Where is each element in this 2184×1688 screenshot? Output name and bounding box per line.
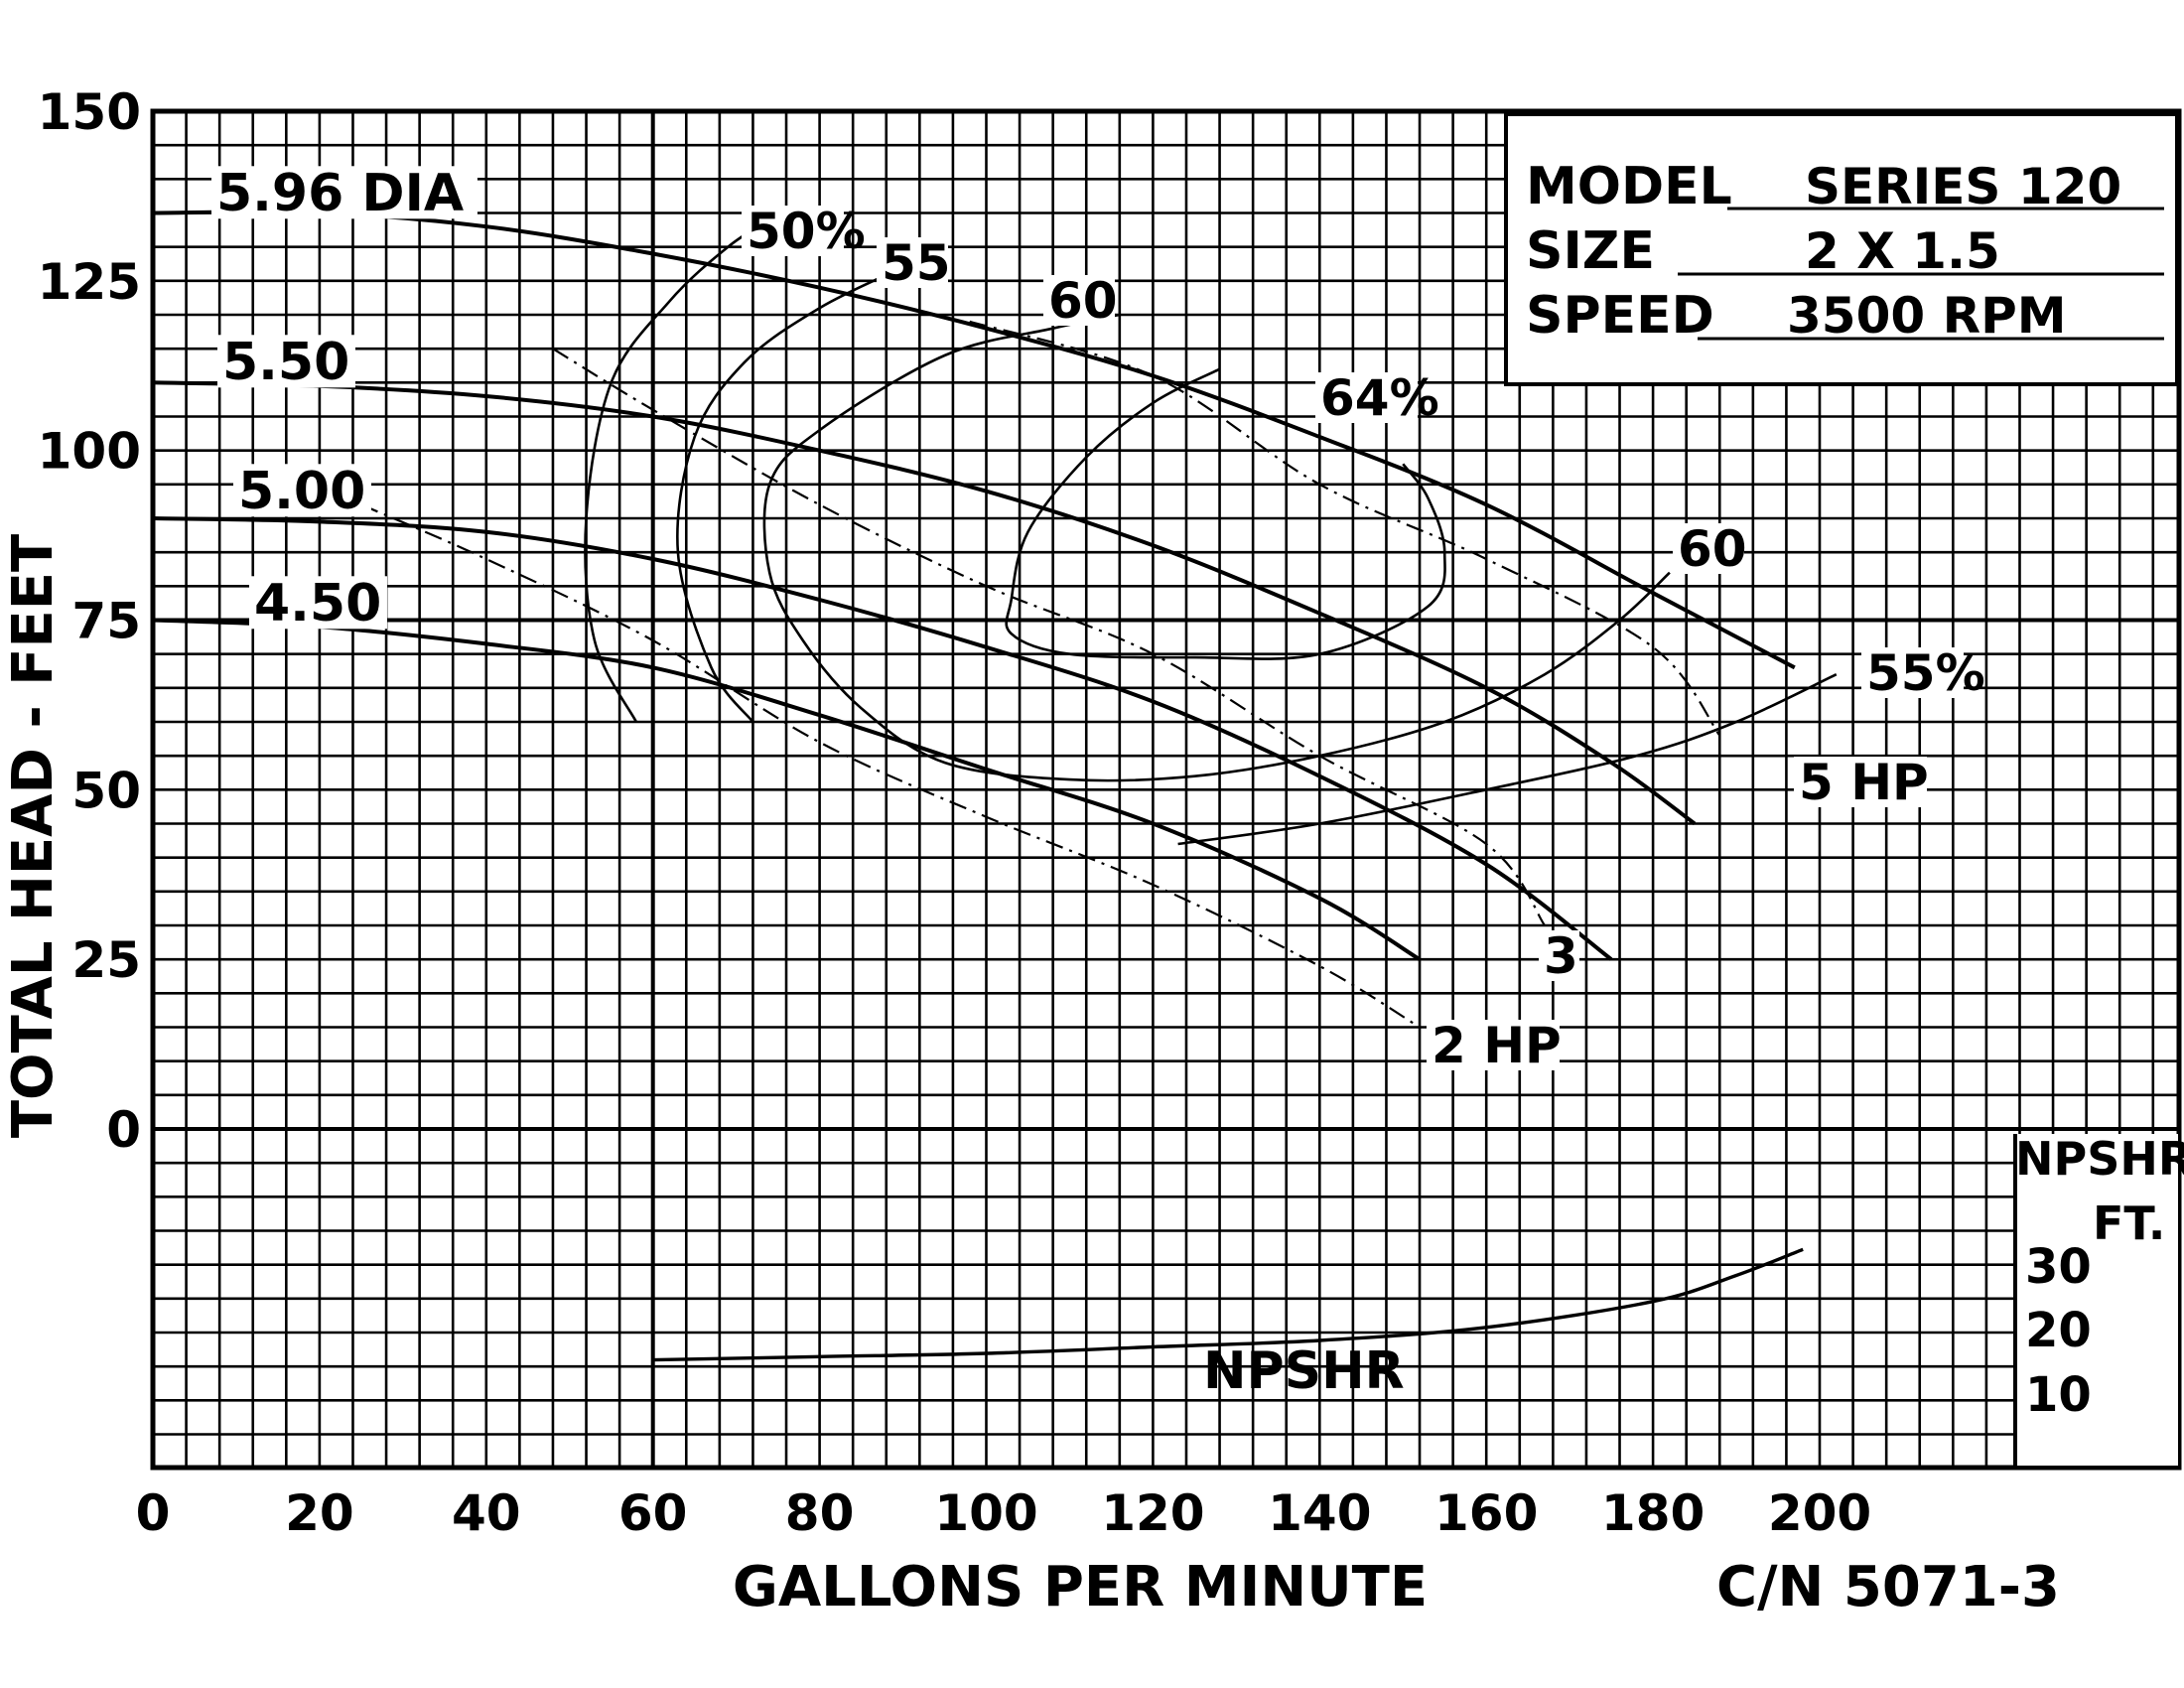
- impeller-label-bg: [211, 166, 478, 219]
- efficiency-curve: [1005, 367, 1446, 660]
- efficiency-label-bg: [1673, 523, 1744, 574]
- impeller-curve: [152, 618, 1422, 961]
- info-model-value: SERIES 120: [1805, 158, 2121, 215]
- info-speed-label: SPEED: [1526, 286, 1714, 346]
- info-model-label: MODEL: [1526, 157, 1732, 216]
- x-tick-label: 180: [1601, 1484, 1705, 1542]
- efficiency-label-bg: [1315, 372, 1418, 423]
- y-tick-label: 50: [71, 762, 141, 819]
- power-line: [552, 348, 1546, 926]
- info-size-value: 2 X 1.5: [1805, 222, 2000, 280]
- power-label: 3: [1544, 927, 1578, 985]
- x-tick-label: 160: [1434, 1484, 1538, 1542]
- npshr-curve: [652, 1247, 1804, 1362]
- impeller-curve: [152, 380, 1697, 826]
- impeller-label-bg: [249, 576, 387, 630]
- x-tick-label: 80: [785, 1484, 855, 1542]
- impeller-curve: [152, 516, 1613, 961]
- x-tick-label: 200: [1768, 1484, 1871, 1542]
- impeller-label-bg: [217, 335, 355, 388]
- x-tick-label: 140: [1268, 1484, 1371, 1542]
- impeller-label: 5.50: [222, 333, 349, 392]
- power-label-bg: [1794, 757, 1927, 807]
- x-tick-label: 40: [452, 1484, 521, 1542]
- npshr-curve-label: NPSHR: [1203, 1341, 1405, 1401]
- x-axis-title: GALLONS PER MINUTE: [733, 1555, 1428, 1619]
- power-line: [360, 503, 1421, 1029]
- x-tick-label: 20: [285, 1484, 354, 1542]
- y-axis-title: TOTAL HEAD - FEET: [1, 534, 66, 1138]
- efficiency-curve: [676, 266, 904, 723]
- x-tick-label: 0: [136, 1484, 171, 1542]
- efficiency-label-bg: [1043, 275, 1115, 326]
- y-tick-label: 25: [71, 931, 141, 989]
- npshr-tick-label: 30: [2025, 1239, 2092, 1295]
- efficiency-label: 55: [882, 234, 951, 292]
- efficiency-curve: [762, 313, 1671, 782]
- efficiency-label: 50%: [747, 203, 866, 260]
- info-speed-value: 3500 RPM: [1787, 287, 2066, 345]
- efficiency-label-bg: [742, 206, 844, 256]
- npshr-tick-label: 20: [2025, 1303, 2092, 1358]
- efficiency-label: 60: [1048, 272, 1118, 330]
- efficiency-label: 60: [1678, 520, 1747, 578]
- plot-frame: [150, 108, 2182, 1471]
- x-tick-label: 120: [1101, 1484, 1204, 1542]
- y-tick-label: 75: [71, 593, 141, 650]
- y-tick-label: 125: [38, 253, 141, 311]
- npshr-tick-label: 10: [2025, 1367, 2092, 1423]
- x-tick-label: 100: [934, 1484, 1037, 1542]
- info-size-label: SIZE: [1526, 221, 1655, 281]
- impeller-curve: [152, 210, 1796, 670]
- npshr-axis-unit: FT.: [2093, 1196, 2165, 1250]
- npshr-axis-title: NPSHR: [2015, 1132, 2184, 1186]
- impeller-label-bg: [233, 464, 371, 517]
- npshr-axis-box: [2015, 1134, 2178, 1466]
- y-tick-label: 0: [106, 1101, 141, 1159]
- power-label-bg: [1427, 1020, 1560, 1070]
- y-tick-label: 150: [38, 83, 141, 141]
- y-tick-label: 100: [38, 423, 141, 481]
- impeller-label: 4.50: [254, 574, 381, 633]
- impeller-label: 5.00: [238, 462, 365, 521]
- power-label: 5 HP: [1799, 754, 1929, 811]
- power-line: [969, 320, 1721, 737]
- power-label: 2 HP: [1432, 1017, 1562, 1074]
- efficiency-curve: [584, 218, 770, 723]
- efficiency-label: 55%: [1866, 644, 1985, 702]
- catalog-number: C/N 5071-3: [1716, 1555, 2060, 1619]
- power-label-bg: [1539, 930, 1579, 981]
- impeller-label: 5.96 DIA: [216, 164, 464, 223]
- efficiency-label-bg: [877, 237, 948, 288]
- efficiency-curve: [1177, 673, 1838, 846]
- efficiency-label-bg: [1861, 647, 1964, 698]
- efficiency-label: 64%: [1320, 369, 1439, 427]
- x-tick-label: 60: [618, 1484, 688, 1542]
